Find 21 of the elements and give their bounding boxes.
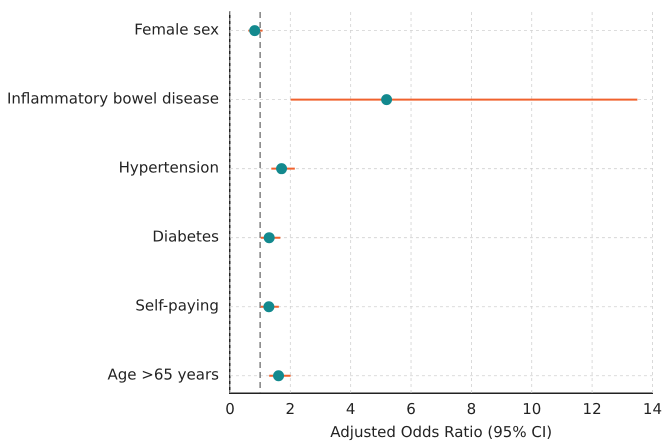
y-tick-label: Age >65 years: [107, 366, 220, 384]
point: [273, 370, 284, 382]
point: [381, 94, 392, 106]
point: [264, 232, 275, 244]
point: [263, 301, 274, 312]
y-tick-label: Inflammatory bowel disease: [6, 90, 219, 108]
x-axis-title: Adjusted Odds Ratio (95% CI): [330, 422, 552, 441]
x-tick-label: 8: [466, 400, 476, 418]
x-tick-label: 4: [346, 400, 356, 418]
x-tick-label: 6: [406, 400, 416, 418]
y-tick-label: Diabetes: [152, 228, 220, 246]
x-tick-label: 10: [522, 400, 542, 418]
point: [249, 25, 260, 36]
x-tick-label: 2: [286, 400, 296, 418]
point: [276, 163, 288, 174]
x-tick-label: 0: [225, 400, 235, 418]
y-tick-label: Hypertension: [118, 158, 219, 177]
y-tick-label: Female sex: [134, 20, 220, 39]
y-tick-label: Self-paying: [135, 296, 219, 315]
x-tick-label: 12: [582, 400, 602, 418]
x-tick-label: 14: [642, 400, 662, 418]
